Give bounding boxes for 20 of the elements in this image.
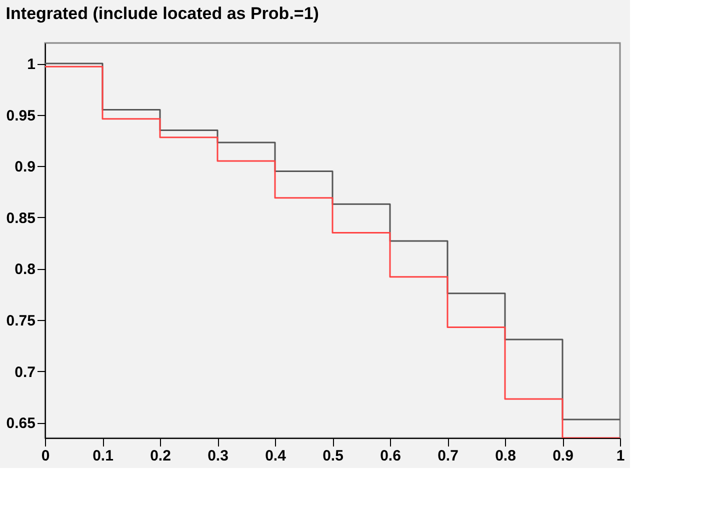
y-tick-label: 0.75 (6, 312, 36, 330)
y-tick-label: 0.7 (14, 364, 36, 381)
chart-title: Integrated (include located as Prob.=1) (6, 4, 319, 23)
y-tick-label: 0.8 (14, 261, 36, 278)
x-tick-label: 0 (41, 448, 50, 464)
y-tick-label: 0.9 (14, 158, 36, 176)
x-tick-label: 0.7 (438, 448, 458, 464)
y-tick-label: 0.65 (6, 415, 36, 432)
y-tick-label: 1 (27, 56, 36, 74)
x-tick-label: 0.2 (150, 448, 171, 464)
x-tick-label: 0.9 (552, 448, 574, 464)
x-tick-label: 0.5 (322, 448, 344, 464)
x-tick-label: 0.8 (495, 448, 516, 464)
x-tick-label: 0.3 (208, 448, 228, 464)
y-tick-label: 0.85 (6, 210, 36, 227)
x-tick-label: 1 (616, 448, 625, 464)
x-tick-label: 0.1 (92, 448, 114, 464)
y-tick-label: 0.95 (6, 107, 36, 124)
x-tick-label: 0.4 (265, 448, 287, 464)
x-tick-label: 0.6 (380, 448, 401, 464)
